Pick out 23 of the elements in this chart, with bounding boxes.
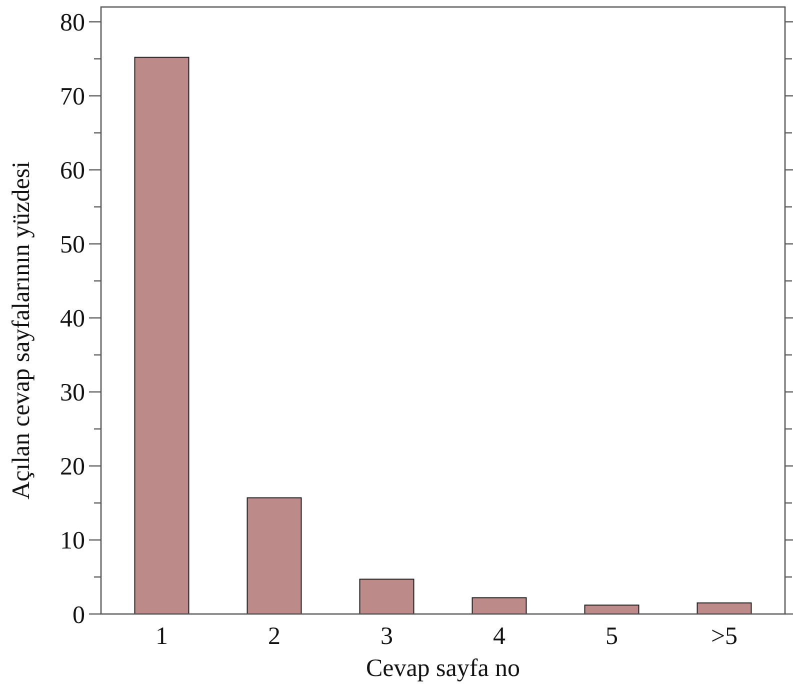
y-tick-label: 0	[72, 602, 85, 629]
bar	[696, 602, 752, 614]
x-tick-label: 3	[380, 623, 393, 650]
x-axis-title: Cevap sayfa no	[366, 655, 520, 682]
bar	[584, 604, 640, 614]
x-tick-label: 5	[606, 623, 618, 650]
x-tick-label: 1	[156, 623, 168, 650]
y-tick-label: 20	[60, 454, 85, 481]
bar	[134, 56, 190, 614]
y-tick-label: 40	[60, 306, 85, 333]
x-tick-label: 2	[268, 623, 280, 650]
y-tick-label: 50	[60, 232, 85, 259]
y-tick-label: 70	[60, 84, 85, 111]
bar	[359, 578, 414, 614]
bar	[246, 497, 302, 614]
y-tick-label: 60	[60, 158, 85, 185]
bar	[472, 597, 527, 614]
y-axis-title: Açılan cevap sayfalarının yüzdesi	[8, 161, 35, 500]
y-tick-label: 10	[60, 528, 85, 555]
x-tick-label: 4	[493, 623, 506, 650]
y-tick-label: 80	[60, 10, 85, 37]
x-tick-label: >5	[710, 623, 738, 650]
y-tick-label: 30	[60, 380, 85, 407]
